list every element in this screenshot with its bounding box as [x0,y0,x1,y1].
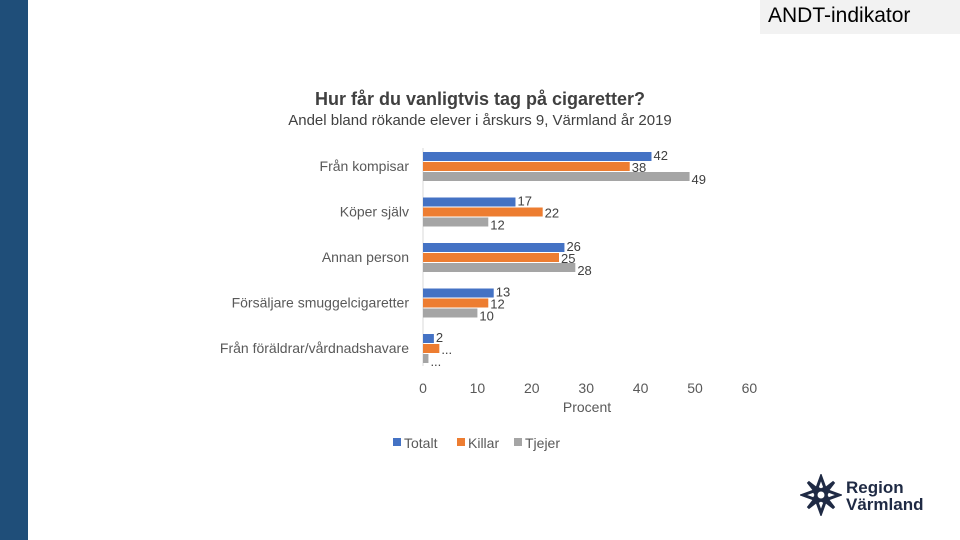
x-tick-label: 20 [524,380,540,396]
x-tick-label: 10 [470,380,486,396]
data-label: 49 [692,172,706,187]
x-tick-label: 30 [578,380,594,396]
legend-label: Tjejer [525,435,560,451]
bar-tjejer [423,172,690,181]
logo-text: Region Värmland [846,479,923,513]
bar-tjejer [423,263,576,272]
bar-totalt [423,334,434,343]
bar-killar [423,298,489,308]
category-label: Från kompisar [320,158,410,174]
x-axis-title: Procent [563,399,611,415]
chart-title: Hur får du vanligtvis tag på cigaretter? [314,89,646,109]
sidebar-stripe [0,0,28,540]
data-label: 42 [653,148,667,163]
data-label: 38 [632,160,646,175]
legend-swatch-killar [457,438,465,446]
data-label: 22 [545,206,559,221]
bar-killar [423,344,440,353]
bar-tjejer [423,217,489,227]
legend-swatch-tjejer [514,438,522,446]
legend-swatch-totalt [393,438,401,446]
data-label: 28 [577,263,591,278]
data-label: ... [430,354,441,369]
category-label: Försäljare smuggelcigaretter [232,295,410,311]
chart-subtitle: Andel bland rökande elever i årskurs 9, … [288,112,672,129]
data-label: 12 [490,218,504,233]
indicator-tag: ANDT-indikator [760,0,960,34]
category-label: Köper själv [340,204,409,220]
flower-logo-icon [798,472,844,518]
data-label: 2 [436,330,443,345]
legend-label: Killar [468,435,499,451]
bar-killar [423,162,630,171]
x-tick-label: 0 [419,380,427,396]
bar-killar [423,253,559,262]
bar-tjejer [423,308,478,318]
category-label: Från föräldrar/vårdnadshavare [220,340,409,356]
data-label: 13 [496,285,510,300]
bar-killar [423,207,543,217]
logo-line-2: Värmland [846,495,924,514]
x-tick-label: 60 [742,380,758,396]
data-label: 10 [479,309,493,324]
data-label: 12 [490,297,504,312]
region-varmland-logo: Region Värmland [798,472,940,520]
x-tick-label: 40 [633,380,649,396]
legend-label: Totalt [404,435,438,451]
data-label: 25 [561,251,575,266]
bar-totalt [423,288,494,298]
bar-totalt [423,152,652,161]
data-label: 17 [517,194,531,209]
bar-tjejer [423,354,429,363]
category-label: Annan person [322,249,409,265]
data-label: 26 [566,239,580,254]
data-label: ... [441,342,452,357]
x-tick-label: 50 [687,380,703,396]
logo-line-1: Region [846,478,904,497]
bar-totalt [423,197,516,207]
bar-totalt [423,243,565,252]
